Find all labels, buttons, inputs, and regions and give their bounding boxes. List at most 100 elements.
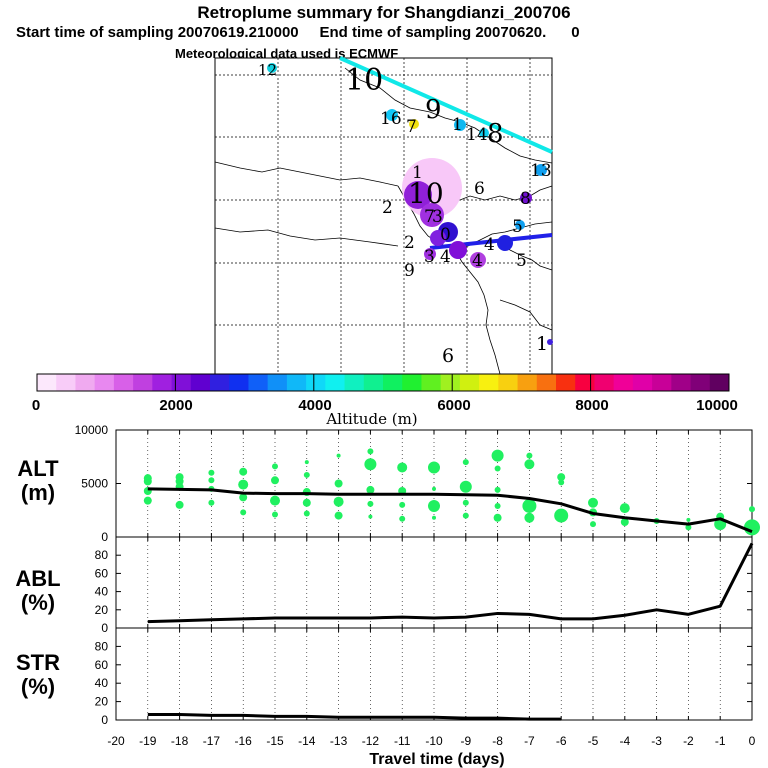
scatter-point bbox=[272, 463, 278, 470]
colorbar-tick: 8000 bbox=[575, 397, 608, 414]
plume-blob bbox=[547, 339, 553, 345]
y-tick-label: 0 bbox=[101, 621, 108, 635]
map-label: 2 bbox=[404, 233, 415, 253]
colorbar-swatch bbox=[517, 374, 538, 391]
scatter-point bbox=[619, 503, 630, 514]
alt-ylabel-unit: (m) bbox=[21, 480, 55, 505]
coastlines bbox=[214, 67, 553, 375]
x-tick-label: -2 bbox=[683, 734, 694, 748]
map-label: 3 bbox=[432, 207, 443, 227]
map-label: 5 bbox=[512, 217, 523, 237]
scatter-point bbox=[364, 458, 377, 471]
scatter-point bbox=[397, 462, 408, 473]
scatter-point bbox=[143, 496, 152, 505]
scatter-point bbox=[494, 465, 501, 472]
scatter-point bbox=[558, 479, 565, 486]
colorbar-swatch bbox=[575, 374, 595, 391]
plume-blob bbox=[409, 119, 419, 129]
plume-blob bbox=[535, 164, 547, 176]
colorbar-tick: 0 bbox=[32, 397, 40, 414]
scatter-point bbox=[554, 508, 569, 523]
scatter-point bbox=[271, 476, 279, 485]
scatter-point bbox=[368, 514, 373, 519]
scatter-point bbox=[459, 480, 472, 493]
x-tick-label: -15 bbox=[266, 734, 284, 748]
scatter-point bbox=[238, 479, 249, 490]
colorbar-swatch bbox=[479, 374, 499, 391]
scatter-point bbox=[491, 449, 504, 462]
panel-ylabels: ALT (m) ABL (%) STR (%) bbox=[15, 456, 60, 699]
x-tick-label: -6 bbox=[556, 734, 567, 748]
colorbar-swatch bbox=[133, 374, 153, 391]
map-gridlines bbox=[215, 58, 552, 374]
scatter-point bbox=[208, 469, 215, 476]
x-tick-label: -17 bbox=[203, 734, 221, 748]
scatter-point bbox=[270, 495, 280, 506]
scatter-point bbox=[749, 506, 755, 513]
colorbar-swatch bbox=[402, 374, 422, 391]
str-panel-frame bbox=[115, 627, 753, 721]
colorbar-swatch bbox=[690, 374, 711, 391]
y-tick-label: 80 bbox=[95, 639, 109, 653]
colorbar-swatch bbox=[652, 374, 672, 391]
colorbar-swatch bbox=[171, 374, 192, 391]
scatter-point bbox=[494, 502, 501, 509]
map-label: 1 bbox=[412, 163, 423, 183]
scatter-point bbox=[333, 496, 344, 507]
end-time: End time of sampling 20070620. bbox=[319, 24, 547, 41]
colorbar-swatch bbox=[248, 374, 269, 391]
scatter-point bbox=[208, 499, 215, 506]
str-series-line bbox=[147, 712, 562, 721]
x-tick-label: -7 bbox=[524, 734, 535, 748]
scatter-point bbox=[462, 499, 469, 506]
map-label: 8 bbox=[487, 119, 504, 149]
scatter-point bbox=[334, 511, 343, 520]
map-panel: 12 10 9 8 16 7 1 14 13 1 10 2 6 8 7 3 5 … bbox=[214, 56, 553, 375]
scatter-point bbox=[239, 467, 248, 476]
map-label: 6 bbox=[442, 345, 454, 367]
map-labels: 12 10 9 8 16 7 1 14 13 1 10 2 6 8 7 3 5 … bbox=[258, 61, 552, 367]
scatter-point bbox=[303, 471, 310, 478]
colorbar-swatch bbox=[363, 374, 384, 391]
colorbar-swatch bbox=[536, 374, 557, 391]
x-tick-label: -18 bbox=[171, 734, 189, 748]
plume-blob bbox=[454, 119, 466, 131]
x-tick-label: 0 bbox=[749, 734, 756, 748]
abl-ylabel-unit: (%) bbox=[21, 590, 55, 615]
map-label: 12 bbox=[258, 61, 277, 79]
scatter-point bbox=[143, 477, 152, 486]
map-label: 10 bbox=[408, 177, 444, 210]
scatter-point bbox=[302, 498, 311, 507]
x-tick-label: -1 bbox=[715, 734, 726, 748]
map-label: 6 bbox=[474, 179, 485, 199]
x-tick-label: -10 bbox=[425, 734, 443, 748]
y-tick-label: 0 bbox=[101, 530, 108, 544]
scatter-point bbox=[685, 524, 692, 531]
colorbar-swatch bbox=[709, 374, 730, 391]
colorbar-tick: 6000 bbox=[437, 397, 470, 414]
end-time-suffix: 0 bbox=[571, 24, 580, 41]
colorbar-label: Altitude (m) bbox=[325, 410, 417, 428]
map-label: 9 bbox=[425, 95, 442, 125]
scatter-point bbox=[428, 499, 440, 512]
colorbar-swatch bbox=[75, 374, 96, 391]
map-label: 2 bbox=[382, 198, 393, 218]
colorbar-swatch bbox=[671, 374, 691, 391]
y-tick-label: 10000 bbox=[75, 423, 109, 437]
scatter-point bbox=[522, 498, 537, 513]
trajectory-line-cyan bbox=[339, 56, 553, 154]
y-tick-label: 60 bbox=[95, 566, 109, 580]
colorbar-swatch bbox=[556, 374, 576, 391]
scatter-point bbox=[399, 515, 406, 522]
x-tick-label: -16 bbox=[235, 734, 253, 748]
x-tick-label: -11 bbox=[394, 734, 411, 748]
y-tick-label: 5000 bbox=[81, 477, 108, 491]
x-tick-label: -5 bbox=[588, 734, 599, 748]
plume-blob bbox=[479, 128, 489, 138]
colorbar-swatch bbox=[632, 374, 653, 391]
colorbar-swatch bbox=[210, 374, 230, 391]
colorbar-swatch bbox=[286, 374, 307, 391]
y-tick-label: 40 bbox=[95, 585, 109, 599]
